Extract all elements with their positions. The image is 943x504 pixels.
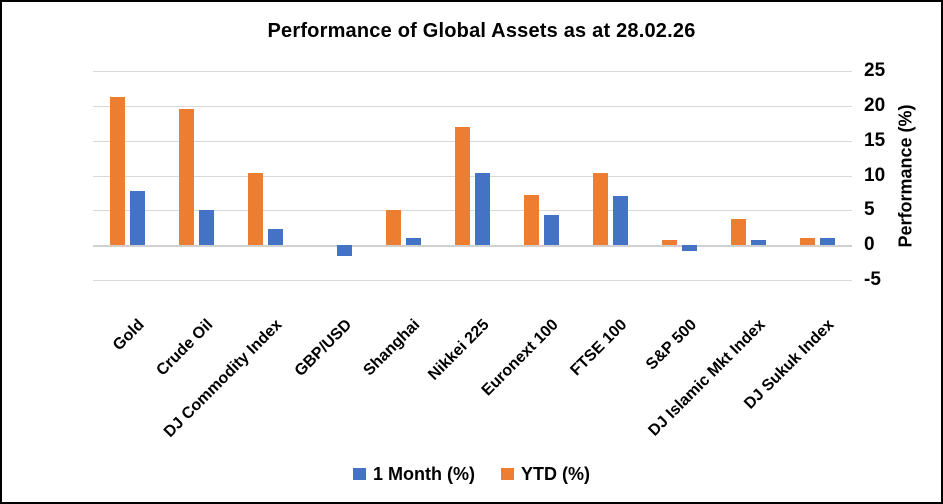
bar-ytd-dj-islamic-mkt-index: [731, 218, 746, 246]
bar-1-month-crude-oil: [199, 209, 214, 246]
bar-1-month-dj-islamic-mkt-index: [751, 239, 766, 246]
y-axis-tick-label--5: -5: [864, 269, 881, 290]
x-axis-label-gbp-usd: GBP/USD: [291, 316, 355, 380]
y-axis-tick-label-25: 25: [864, 60, 886, 81]
legend-label-ytd: YTD (%): [520, 463, 590, 484]
y-axis-tick-label-5: 5: [864, 199, 875, 221]
bar-ytd-euronext-100: [524, 195, 539, 246]
chart-title: Performance of Global Assets as at 28.02…: [267, 20, 696, 42]
legend-label-1-month: 1 Month (%): [373, 463, 475, 484]
bar-1-month-nikkei-225: [475, 172, 490, 246]
bar-ytd-nikkei-225: [455, 126, 470, 246]
x-axis-label-s-p-500: S&P 500: [642, 316, 700, 374]
gridline-15: [93, 140, 852, 142]
legend-item-ytd: YTD (%): [500, 463, 590, 485]
y-axis-title: Performance (%): [895, 104, 916, 248]
bar-ytd-ftse-100: [593, 173, 608, 246]
bar-ytd-gold: [110, 96, 125, 246]
bar-ytd-dj-sukuk-index: [800, 238, 815, 246]
gridline-20: [93, 105, 852, 107]
y-axis-tick-label-20: 20: [864, 94, 886, 116]
x-axis-label-euronext-100: Euronext 100: [478, 316, 562, 400]
bar-1-month-gold: [130, 190, 145, 246]
bar-1-month-dj-commodity-index: [268, 229, 283, 246]
legend-swatch-1-month: [353, 468, 366, 480]
plot-area: [93, 71, 852, 281]
legend-swatch-ytd: [500, 468, 514, 480]
bar-1-month-dj-sukuk-index: [820, 237, 835, 246]
x-axis-label-dj-commodity-index: DJ Commodity Index: [161, 316, 286, 441]
gridline--5: [93, 280, 852, 281]
legend-item-1-month: 1 Month (%): [353, 464, 475, 485]
bar-1-month-shanghai: [406, 237, 421, 246]
x-axis-zero-line: [93, 245, 852, 248]
bar-ytd-dj-commodity-index: [248, 172, 263, 246]
bar-ytd-shanghai: [386, 210, 401, 246]
x-axis-label-nikkei-225: Nikkei 225: [425, 316, 493, 384]
gridline-25: [93, 71, 852, 72]
bar-1-month-euronext-100: [544, 215, 559, 246]
legend: 1 Month (%) YTD (%): [0, 462, 943, 486]
x-axis-label-ftse-100: FTSE 100: [567, 316, 631, 380]
bar-ytd-s-p-500: [662, 240, 677, 246]
x-axis-label-gold: Gold: [110, 316, 148, 355]
bar-1-month-ftse-100: [613, 195, 628, 246]
x-axis-label-shanghai: Shanghai: [360, 316, 424, 380]
gridline-5: [93, 210, 852, 212]
x-axis-label-crude-oil: Crude Oil: [153, 316, 217, 380]
gridline-10: [93, 175, 852, 177]
bar-1-month-gbp-usd: [337, 245, 352, 257]
y-axis-tick-label-10: 10: [864, 164, 886, 186]
x-axis-label-dj-islamic-mkt-index: DJ Islamic Mkt Index: [645, 316, 769, 440]
bar-ytd-crude-oil: [179, 108, 194, 246]
bar-1-month-s-p-500: [682, 245, 697, 251]
y-axis-tick-label-15: 15: [864, 129, 886, 151]
y-axis-tick-label-0: 0: [864, 234, 875, 256]
